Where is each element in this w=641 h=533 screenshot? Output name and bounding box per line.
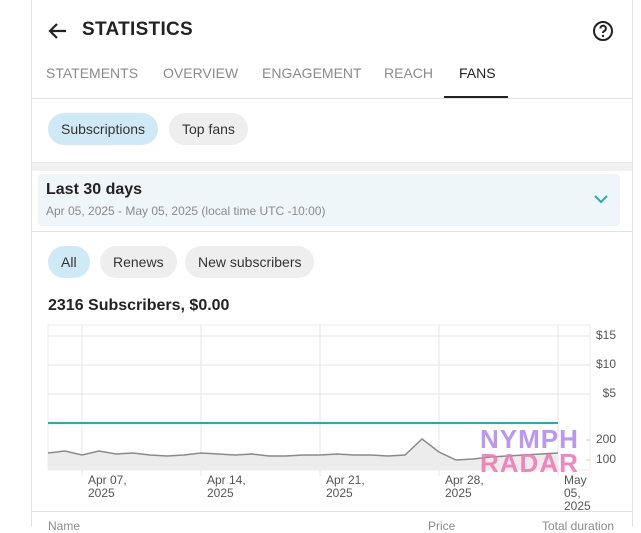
divider — [32, 98, 632, 99]
area — [48, 439, 558, 470]
line — [47, 438, 559, 461]
y-tick-label: $15 — [596, 328, 616, 342]
y2-tick-label: 100 — [596, 452, 616, 466]
tab[interactable]: FANS — [459, 65, 496, 81]
chip[interactable]: Subscriptions — [48, 113, 159, 145]
separator — [32, 162, 632, 171]
divider — [32, 511, 632, 512]
watermark: RADAR — [480, 448, 579, 478]
column-header: Name — [48, 519, 81, 533]
chip[interactable]: Top fans — [169, 113, 248, 145]
back-button[interactable] — [46, 19, 70, 43]
period-selector[interactable] — [38, 174, 620, 226]
tab-indicator — [444, 96, 508, 98]
x-tick-label: May 05, 2025 — [564, 473, 591, 513]
column-header: Total duration — [542, 519, 615, 533]
y-tick-label: $10 — [596, 357, 616, 371]
column-header: Price — [428, 519, 456, 533]
chip[interactable]: All — [48, 246, 90, 278]
tab[interactable]: OVERVIEW — [163, 65, 239, 81]
x-tick-label: Apr 07, 2025 — [88, 473, 127, 500]
tab[interactable]: STATEMENTS — [46, 65, 139, 81]
panel-border — [632, 0, 633, 527]
page-title: STATISTICS — [82, 19, 194, 40]
help-button[interactable] — [591, 19, 615, 43]
y-tick-label: $5 — [603, 386, 617, 400]
tab[interactable]: ENGAGEMENT — [262, 65, 362, 81]
period-label: Last 30 days — [46, 181, 143, 198]
chevron — [594, 195, 608, 204]
period-range: Apr 05, 2025 - May 05, 2025 (local time … — [46, 204, 326, 218]
tab[interactable]: REACH — [384, 65, 434, 81]
chip[interactable]: Renews — [100, 246, 177, 278]
x-tick-label: Apr 21, 2025 — [326, 473, 365, 500]
chip[interactable]: New subscribers — [185, 246, 315, 278]
y2-tick-label: 200 — [596, 432, 616, 446]
summary: 2316 Subscribers, $0.00 — [48, 297, 230, 314]
divider — [32, 231, 632, 232]
panel-border — [31, 0, 32, 527]
watermark: NYMPH — [480, 424, 579, 454]
x-tick-label: Apr 28, 2025 — [445, 473, 484, 500]
x-tick-label: Apr 14, 2025 — [207, 473, 246, 500]
